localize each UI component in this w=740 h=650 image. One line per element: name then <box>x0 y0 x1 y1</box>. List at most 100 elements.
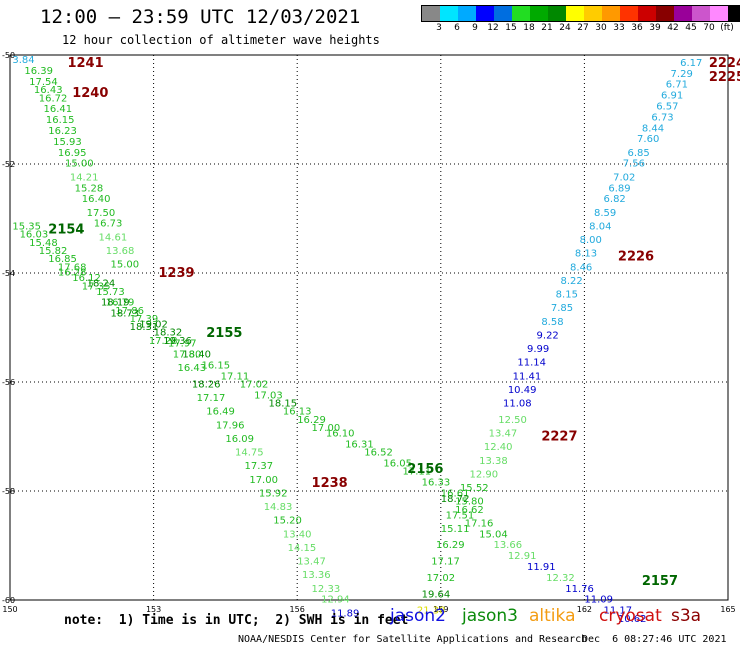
wave-height-value: 15.35 <box>12 221 41 232</box>
wave-height-value: 18.19 <box>101 298 130 309</box>
wave-height-value: 8.46 <box>570 262 592 273</box>
plot-frame <box>9 54 729 601</box>
color-swatch <box>638 6 656 21</box>
color-swatch <box>584 6 602 21</box>
wave-height-value: 18.72 <box>441 494 470 505</box>
wave-height-value: 17.17 <box>431 557 460 568</box>
wave-height-value: 17.54 <box>29 77 58 88</box>
wave-height-value: 17.11 <box>221 371 250 382</box>
generated-timestamp: Dec 6 08:27:46 UTC 2021 <box>582 634 727 645</box>
color-legend-label: 3 <box>436 23 442 33</box>
wave-height-value: 13.40 <box>283 529 312 540</box>
color-swatch <box>728 6 740 21</box>
wave-height-value: 15.00 <box>111 260 140 271</box>
pass-number-label: 2224 <box>709 56 740 71</box>
wave-height-value: 17.39 <box>130 314 159 325</box>
pass-number-label: 2225 <box>709 70 740 85</box>
x-tick-label: 162 <box>577 605 592 614</box>
wave-height-value: 10.49 <box>508 385 537 396</box>
wave-height-value: 21.38 <box>417 606 446 617</box>
wave-height-value: 12.33 <box>312 584 341 595</box>
y-tick-label: -54 <box>2 269 15 278</box>
wave-height-value: 16.31 <box>345 439 374 450</box>
wave-height-value: 17.28 <box>149 336 178 347</box>
wave-height-value: 16.33 <box>422 478 451 489</box>
wave-height-value: 15.11 <box>441 524 470 535</box>
wave-height-value: 16.28 <box>58 268 87 279</box>
wave-height-value: 8.22 <box>560 276 582 287</box>
wave-height-value: 12.91 <box>508 551 537 562</box>
wave-height-value: 16.40 <box>82 194 111 205</box>
wave-height-value: 11.17 <box>604 606 633 617</box>
wave-height-value: 17.80 <box>173 349 202 360</box>
y-tick-label: -60 <box>2 596 15 605</box>
wave-height-value: 16.79 <box>106 298 135 309</box>
wave-height-value: 15.80 <box>455 497 484 508</box>
color-legend-label: 6 <box>454 23 460 33</box>
color-legend-label: 18 <box>523 23 535 33</box>
wave-height-value: 18.73 <box>111 309 140 320</box>
wave-height-value: 17.37 <box>245 461 274 472</box>
wave-height-value: 13.47 <box>489 429 518 440</box>
color-swatch <box>476 6 494 21</box>
wave-height-value: 15.52 <box>460 483 489 494</box>
wave-height-value: 8.58 <box>541 317 563 328</box>
color-legend-label: 30 <box>595 23 607 33</box>
y-tick-label: -56 <box>2 378 15 387</box>
color-legend-label: 15 <box>505 23 517 33</box>
y-tick-label: -50 <box>2 51 15 60</box>
wave-height-value: 11.76 <box>565 584 594 595</box>
wave-height-value: 6.91 <box>661 91 683 102</box>
wave-height-value: 16.09 <box>225 434 254 445</box>
wave-height-value: 6.17 <box>680 58 702 69</box>
color-swatch <box>620 6 638 21</box>
wave-height-value: 15.00 <box>65 159 94 170</box>
wave-height-value: 13.36 <box>302 570 331 581</box>
wave-height-value: 8.15 <box>556 290 578 301</box>
pass-number-label: 1241 <box>67 56 103 71</box>
wave-height-value: 15.93 <box>53 137 82 148</box>
color-swatch <box>494 6 512 21</box>
wave-height-value: 16.43 <box>178 363 207 374</box>
wave-height-value: 16.43 <box>34 85 63 96</box>
wave-height-value: 8.13 <box>575 249 597 260</box>
wave-height-value: 17.50 <box>87 208 116 219</box>
color-legend-label: 27 <box>577 23 589 33</box>
wave-height-value: 6.82 <box>604 194 626 205</box>
wave-height-value: 17.11 <box>403 467 432 478</box>
color-swatch <box>692 6 710 21</box>
footnote: note: 1) Time is in UTC; 2) SWH is in fe… <box>64 613 409 628</box>
wave-height-value: 16.95 <box>58 148 87 159</box>
wave-height-value: 17.68 <box>58 262 87 273</box>
color-swatch <box>710 6 728 21</box>
pass-number-label: 1239 <box>158 266 194 281</box>
wave-height-value: 13.68 <box>106 246 135 257</box>
y-tick-label: -58 <box>2 487 15 496</box>
wave-height-value: 10.62 <box>618 614 647 625</box>
wave-height-value: 16.49 <box>206 407 235 418</box>
wave-height-value: 15.82 <box>39 246 68 257</box>
x-tick-label: 165 <box>720 605 735 614</box>
x-tick-label: 150 <box>2 605 17 614</box>
credit-line: NOAA/NESDIS Center for Satellite Applica… <box>238 634 588 645</box>
wave-height-value: 8.44 <box>642 123 664 134</box>
wave-height-value: 15.28 <box>75 183 104 194</box>
color-legend-label: 39 <box>649 23 661 33</box>
wave-height-value: 6.85 <box>627 148 649 159</box>
page-title: 12:00 – 23:59 UTC 12/03/2021 <box>40 6 361 28</box>
wave-height-value: 7.60 <box>637 134 659 145</box>
color-legend-label: (ft) <box>720 23 734 33</box>
wave-height-value: 16.23 <box>48 126 77 137</box>
color-legend-label: 24 <box>559 23 571 33</box>
wave-height-value: 9.22 <box>537 330 559 341</box>
legend-cryosat: cryosat <box>599 606 662 626</box>
wave-height-value: 11.89 <box>331 608 360 619</box>
wave-height-value: 12.90 <box>470 469 499 480</box>
pass-number-label: 1238 <box>312 476 348 491</box>
wave-height-value: 17.17 <box>197 393 226 404</box>
y-tick-label: -52 <box>2 160 15 169</box>
color-swatch <box>440 6 458 21</box>
wave-height-value: 17.00 <box>249 475 278 486</box>
wave-height-value: 17.02 <box>426 573 455 584</box>
